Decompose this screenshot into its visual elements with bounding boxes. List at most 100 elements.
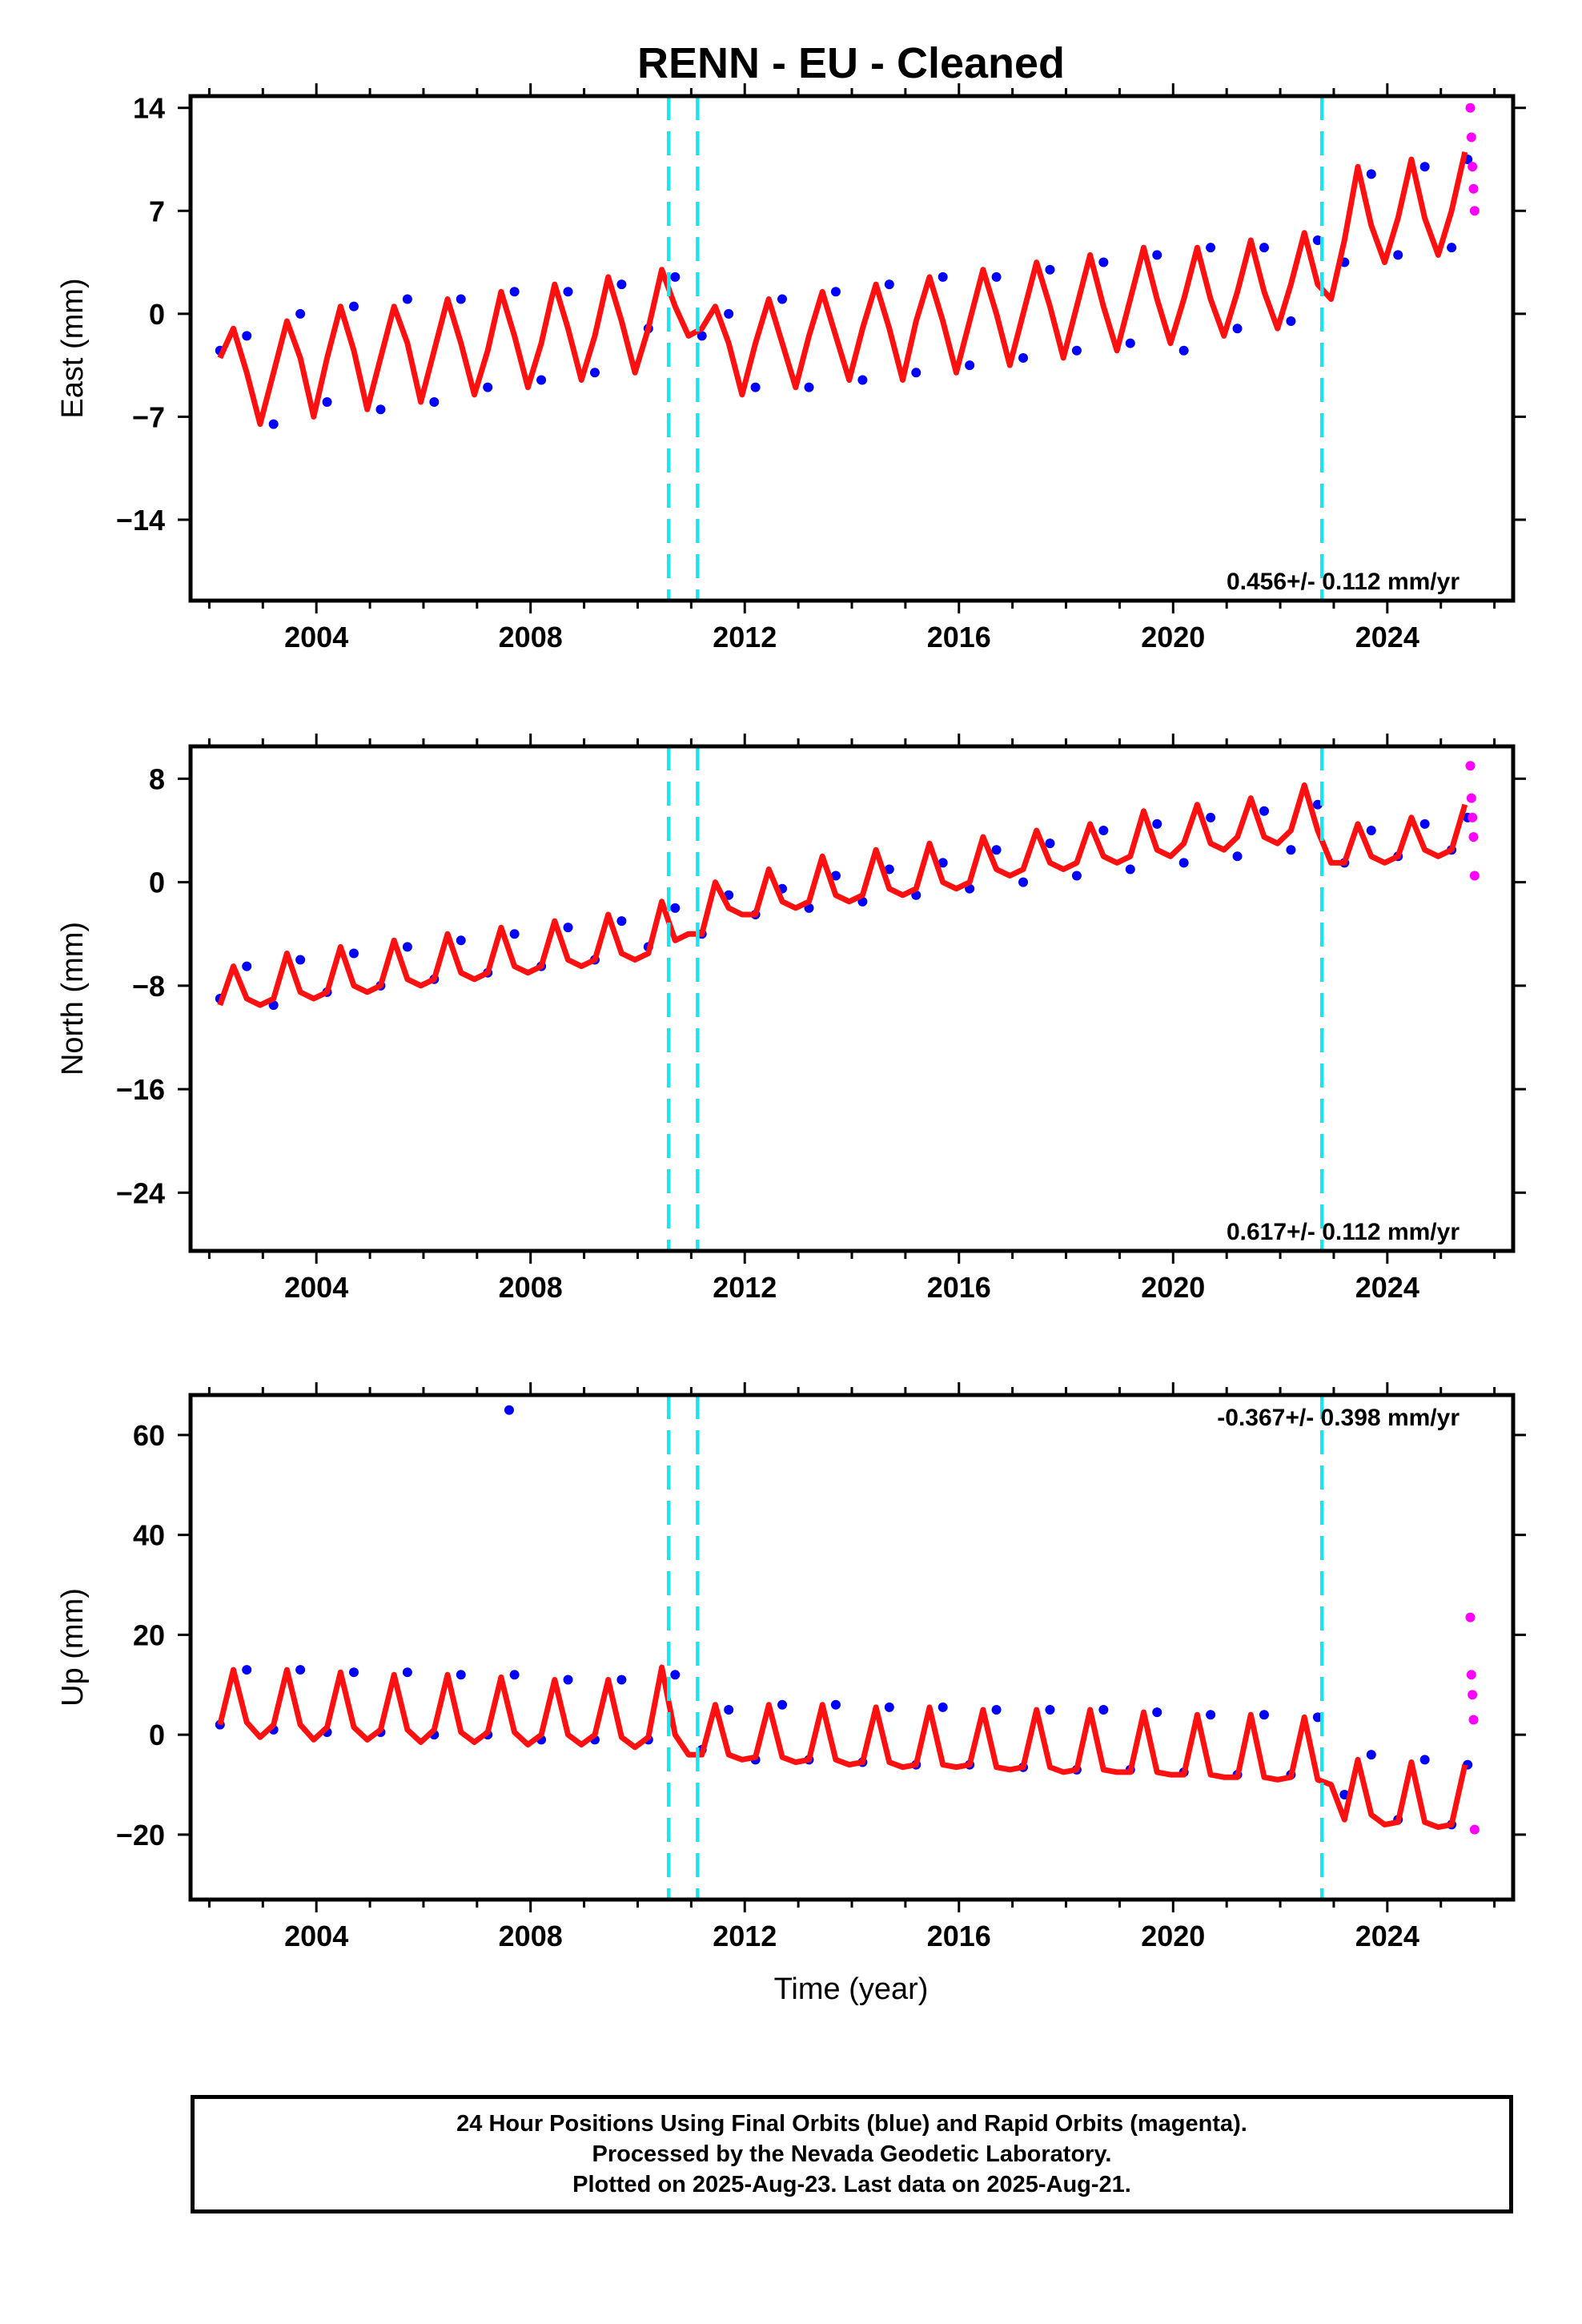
north-y-tick-label: −16: [116, 1073, 165, 1106]
up-fit-line: [217, 1664, 1468, 1831]
east-y-tick-label: −7: [132, 400, 165, 433]
up-final-point: [504, 1405, 514, 1415]
north-x-tick-label: 2012: [713, 1271, 777, 1304]
up-final-point: [456, 1670, 466, 1680]
east-final-point: [804, 382, 814, 392]
up-final-point: [616, 1675, 627, 1685]
east-rapid-point: [1469, 206, 1480, 216]
east-y-axis-label: East (mm): [56, 278, 90, 418]
up-final-point: [884, 1702, 894, 1712]
up-final-point: [1366, 1750, 1376, 1760]
east-final-point: [938, 271, 948, 282]
up-final-point: [830, 1699, 841, 1710]
east-final-point: [1447, 243, 1457, 253]
north-final-point: [1018, 877, 1029, 887]
east-final-point: [1071, 345, 1082, 356]
north-rate-label: 0.617+/- 0.112 mm/yr: [1227, 1219, 1460, 1245]
east-final-point: [589, 368, 600, 378]
east-final-point: [991, 271, 1002, 282]
east-final-point: [830, 287, 841, 297]
east-y-tick-label: −14: [116, 504, 165, 537]
north-final-point: [670, 903, 681, 913]
north-x-tick-label: 2024: [1355, 1271, 1419, 1304]
east-rapid-point: [1468, 183, 1479, 194]
east-final-point: [750, 382, 761, 392]
north-rapid-point: [1468, 812, 1478, 822]
east-final-point: [1152, 250, 1162, 260]
up-y-tick-label: 60: [133, 1419, 165, 1452]
east-final-point: [724, 308, 734, 319]
up-final-point: [1045, 1704, 1055, 1715]
east-final-point: [348, 301, 359, 312]
up-x-tick-label: 2016: [927, 1920, 991, 1952]
north-y-tick-label: −8: [132, 970, 165, 1003]
up-x-tick-label: 2008: [499, 1920, 563, 1952]
north-x-tick-label: 2016: [927, 1271, 991, 1304]
east-final-point: [429, 397, 440, 408]
up-rapid-point: [1469, 1824, 1480, 1835]
east-x-tick-label: 2012: [713, 621, 777, 653]
east-x-tick-label: 2008: [499, 621, 563, 653]
north-plot-frame: [188, 744, 1516, 1253]
north-final-point: [1071, 870, 1082, 881]
up-final-point: [295, 1665, 306, 1675]
east-final-point: [1178, 345, 1189, 356]
east-rate-label: 0.456+/- 0.112 mm/yr: [1227, 569, 1460, 595]
east-final-point: [375, 404, 386, 415]
north-final-point: [1419, 818, 1430, 829]
up-final-point: [1259, 1710, 1269, 1720]
up-plot-frame: [188, 1393, 1516, 1902]
up-final-point: [563, 1675, 573, 1685]
east-final-point: [509, 287, 520, 297]
legend-line-orbits: 24 Hour Positions Using Final Orbits (bl…: [456, 2111, 1247, 2137]
north-final-point: [1259, 806, 1269, 816]
east-final-point: [911, 368, 921, 378]
north-final-point: [616, 916, 627, 927]
north-panel: −24 −16 −8 0 8 2004 2008 2012 2016 2020 2024 North…: [56, 734, 1526, 1304]
up-final-point: [242, 1665, 252, 1675]
up-y-tick-label: 20: [133, 1618, 165, 1651]
north-final-point: [830, 870, 841, 881]
east-final-point: [1259, 243, 1269, 253]
east-final-point: [483, 382, 493, 392]
up-final-point: [348, 1667, 359, 1678]
east-y-tick-label: 14: [133, 92, 165, 125]
up-rapid-point: [1466, 1670, 1476, 1680]
north-rapid-point: [1469, 870, 1480, 881]
east-rapid-point: [1468, 162, 1478, 172]
east-final-point: [670, 271, 681, 282]
east-final-point: [777, 294, 788, 304]
up-final-point: [1098, 1704, 1109, 1715]
east-fit-line: [217, 151, 1468, 428]
east-final-point: [1206, 243, 1216, 253]
up-x-tick-label: 2004: [284, 1920, 348, 1952]
east-final-point: [536, 375, 547, 385]
north-rapid-point: [1465, 761, 1476, 771]
up-x-tick-label: 2024: [1355, 1920, 1419, 1952]
east-final-point: [616, 279, 627, 290]
east-final-point: [295, 308, 306, 319]
north-y-tick-label: 0: [149, 866, 165, 899]
up-final-point: [509, 1670, 520, 1680]
north-final-point: [242, 961, 252, 971]
north-x-tick-label: 2004: [284, 1271, 348, 1304]
north-final-point: [991, 845, 1002, 855]
up-final-point: [1206, 1710, 1216, 1720]
north-final-point: [348, 948, 359, 959]
east-final-point: [1125, 338, 1135, 348]
east-x-tick-label: 2004: [284, 621, 348, 653]
up-panel: −20 0 20 40 60 2004 2008 2012 2016 2020 2024 Up (m…: [56, 1382, 1526, 1952]
legend-line-dates: Plotted on 2025-Aug-23. Last data on 202…: [572, 2172, 1131, 2197]
up-final-point: [1152, 1707, 1162, 1718]
up-final-point: [991, 1704, 1002, 1715]
up-rapid-point: [1465, 1612, 1476, 1622]
north-x-tick-label: 2008: [499, 1271, 563, 1304]
north-final-point: [1206, 812, 1216, 822]
north-rapid-point: [1466, 793, 1476, 803]
up-final-point: [1312, 1712, 1323, 1723]
north-final-point: [884, 864, 894, 875]
up-rate-label: -0.367+/- 0.398 mm/yr: [1217, 1405, 1460, 1431]
east-final-point: [1312, 235, 1323, 245]
north-final-point: [938, 858, 948, 868]
